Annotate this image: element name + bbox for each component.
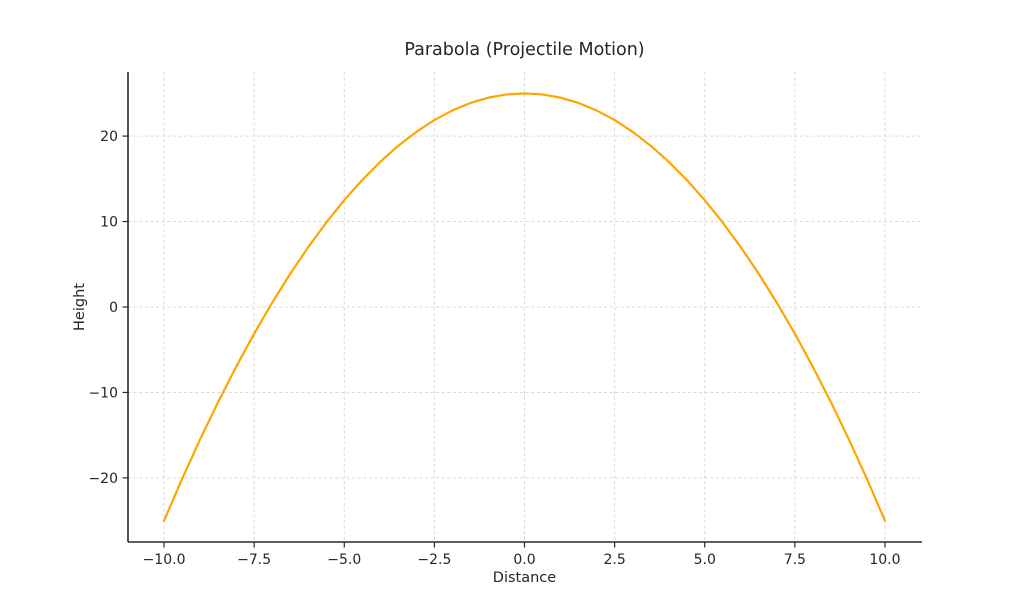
x-tick-label: 5.0 [694, 552, 716, 568]
x-axis-label: Distance [492, 570, 557, 586]
x-tick-label: −5.0 [327, 552, 361, 568]
y-tick-label: 0 [109, 300, 118, 316]
x-tick-label: 7.5 [784, 552, 806, 568]
tick-labels: −10.0 −7.5 −5.0 −2.5 0.0 2.5 5.0 7.5 10.0 20 10 0 −1… [88, 129, 900, 568]
parabola-curve [162, 92, 887, 522]
y-tick-label: −20 [88, 471, 118, 487]
y-tick-label: 10 [100, 215, 118, 231]
ticks [122, 135, 886, 548]
grid [128, 72, 921, 542]
x-tick-label: −10.0 [143, 552, 186, 568]
x-tick-label: 2.5 [603, 552, 625, 568]
x-tick-label: 10.0 [869, 552, 900, 568]
y-axis-label: Height [72, 283, 88, 331]
y-tick-label: 20 [100, 129, 118, 145]
x-tick-label: −7.5 [237, 552, 271, 568]
chart-title: Parabola (Projectile Motion) [404, 40, 645, 60]
x-tick-label: −2.5 [417, 552, 451, 568]
x-tick-label: 0.0 [513, 552, 535, 568]
y-tick-label: −10 [88, 385, 118, 401]
